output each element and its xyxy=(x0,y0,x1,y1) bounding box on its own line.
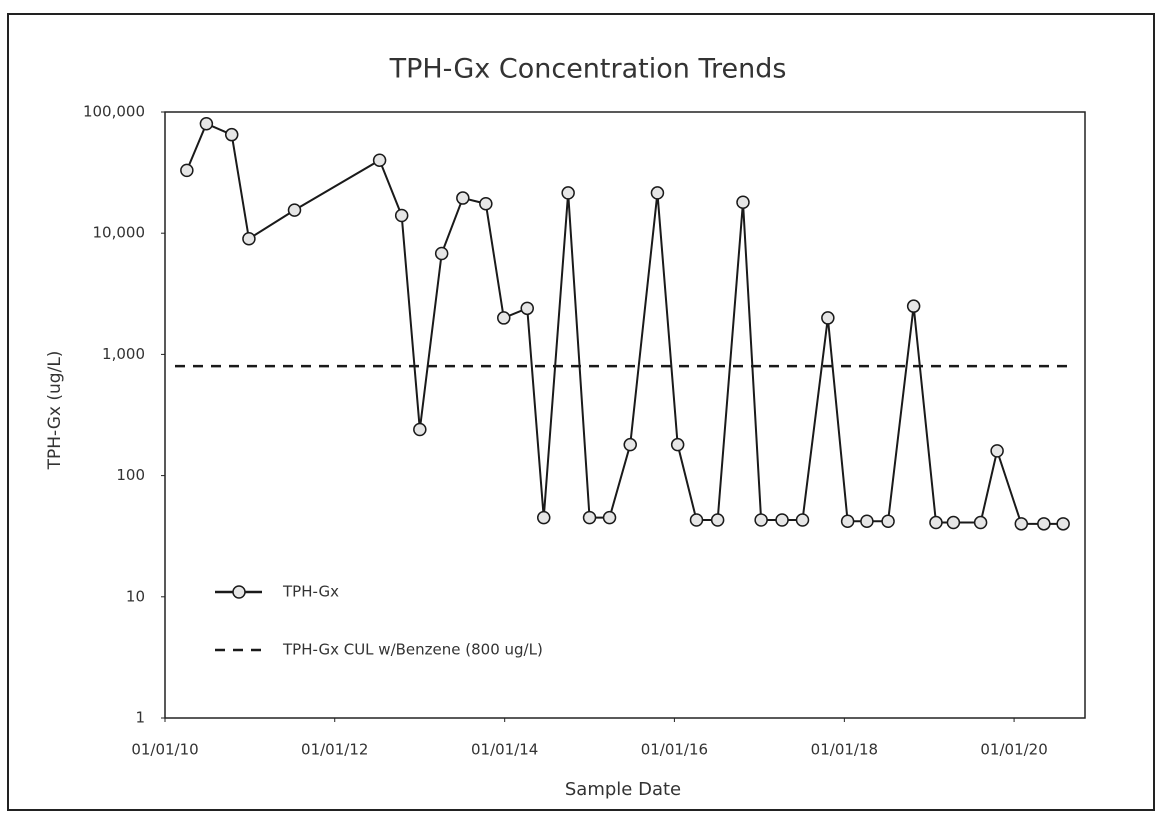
data-point xyxy=(372,153,387,167)
data-point xyxy=(860,514,874,529)
data-point xyxy=(224,127,239,142)
data-point xyxy=(287,203,302,217)
x-tick-label: 01/01/16 xyxy=(641,741,708,759)
x-axis-label: Sample Date xyxy=(565,779,681,800)
data-point xyxy=(840,514,855,529)
data-point xyxy=(689,513,704,527)
data-point xyxy=(775,513,789,527)
y-tick-label: 1 xyxy=(135,709,145,727)
x-tick-label: 01/01/18 xyxy=(811,741,878,759)
frame xyxy=(7,13,1155,811)
data-point xyxy=(1014,517,1029,531)
legend-label: TPH-Gx xyxy=(282,583,339,601)
legend-label: TPH-Gx CUL w/Benzene (800 ug/L) xyxy=(282,641,543,659)
data-point xyxy=(821,311,835,325)
data-point xyxy=(946,515,961,530)
data-point xyxy=(456,191,470,205)
data-point xyxy=(479,196,493,211)
data-point xyxy=(795,513,810,527)
x-tick-label: 01/01/10 xyxy=(131,741,198,759)
data-point xyxy=(650,186,665,200)
data-point xyxy=(602,510,617,525)
y-tick-label: 10,000 xyxy=(93,224,146,242)
data-point xyxy=(929,515,943,530)
y-tick-label: 100 xyxy=(116,466,145,484)
data-point xyxy=(394,208,409,223)
data-point xyxy=(990,444,1004,458)
data-point xyxy=(561,186,575,200)
chart-title: TPH-Gx Concentration Trends xyxy=(389,54,787,85)
data-point xyxy=(973,515,988,530)
data-point xyxy=(413,422,427,437)
x-tick-label: 01/01/12 xyxy=(301,741,368,759)
y-tick-label: 1,000 xyxy=(102,345,145,363)
data-point xyxy=(242,231,256,246)
data-point xyxy=(906,299,921,313)
data-point xyxy=(199,116,214,131)
data-point xyxy=(497,311,511,325)
plot-area xyxy=(164,111,1086,719)
data-point xyxy=(670,437,685,452)
data-point xyxy=(536,510,551,525)
data-point xyxy=(434,246,449,261)
data-point xyxy=(710,513,725,527)
data-point xyxy=(736,195,750,210)
data-point xyxy=(623,437,637,452)
y-tick-label: 100,000 xyxy=(83,103,145,121)
x-tick-label: 01/01/20 xyxy=(980,741,1047,759)
y-axis-label: TPH-Gx (ug/L) xyxy=(45,351,65,471)
data-point xyxy=(520,301,534,316)
data-point xyxy=(1056,517,1070,531)
x-tick-label: 01/01/14 xyxy=(471,741,538,759)
y-tick-label: 10 xyxy=(126,587,145,605)
data-point xyxy=(754,513,768,527)
data-point xyxy=(1037,517,1051,531)
data-line xyxy=(185,122,1064,525)
legend-marker xyxy=(232,585,246,599)
data-point xyxy=(582,510,597,525)
data-point xyxy=(881,514,895,529)
data-point xyxy=(180,163,194,178)
